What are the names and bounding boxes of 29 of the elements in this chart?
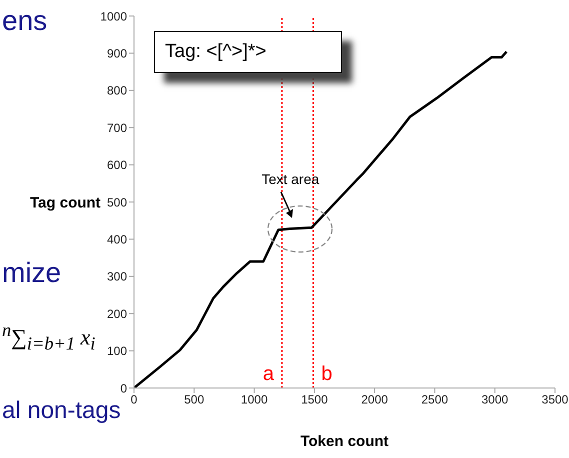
- x-tick-label: 1500: [301, 392, 328, 407]
- y-tick-label: 200: [106, 306, 128, 321]
- y-tick-label: 800: [106, 84, 128, 98]
- text-box: Tag: <[^>]*>: [154, 31, 342, 73]
- y-tick-label: 700: [106, 120, 128, 135]
- x-tick-label: 1000: [240, 392, 268, 407]
- text: $^{n}$∑$_{i=b+1}$ x$_{i}$: [2, 320, 96, 354]
- x-tick-label: 500: [184, 392, 204, 407]
- y-tick-label: 600: [106, 158, 128, 172]
- y-tick-label: 100: [106, 344, 128, 358]
- text: al non-tags: [2, 397, 121, 424]
- x-tick-label: 2500: [421, 392, 448, 407]
- ref-line-label: b: [321, 363, 332, 385]
- y-axis-title: Tag count: [30, 194, 101, 212]
- ref-line-label: a: [262, 363, 275, 385]
- x-tick-label: 3000: [482, 392, 509, 407]
- x-tick-label: 2000: [361, 392, 388, 407]
- y-tick-label: 300: [106, 270, 128, 284]
- y-tick-label: 400: [106, 232, 128, 246]
- text: ens: [2, 5, 48, 37]
- y-tick-label: 500: [106, 195, 128, 210]
- x-axis-title: Token count: [300, 433, 389, 450]
- x-tick-label: 3500: [542, 392, 569, 407]
- x-tick-label: 0: [130, 392, 138, 407]
- y-tick-label: 1000: [100, 9, 128, 24]
- text: mize: [2, 257, 62, 289]
- y-tick-label: 900: [106, 46, 128, 60]
- y-tick-label: 0: [120, 381, 128, 396]
- annotation: Text area: [262, 171, 320, 188]
